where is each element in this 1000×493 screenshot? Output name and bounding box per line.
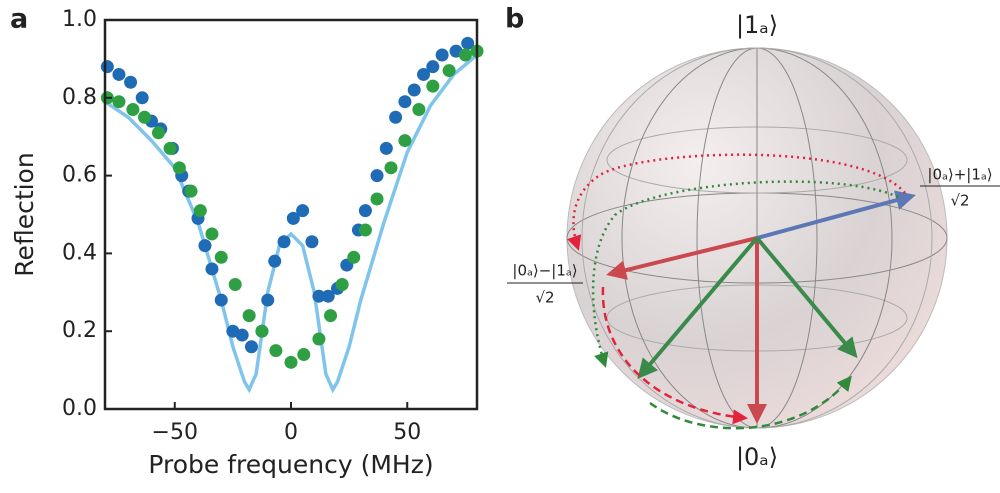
data-point xyxy=(358,223,372,237)
data-point xyxy=(458,48,472,62)
data-point xyxy=(184,184,198,198)
data-point xyxy=(193,204,207,218)
data-point xyxy=(268,254,282,268)
data-point xyxy=(296,204,310,218)
data-point xyxy=(370,192,384,206)
y-tick-label: 0.8 xyxy=(62,85,97,110)
data-point xyxy=(384,161,398,175)
data-point xyxy=(358,204,372,218)
data-point xyxy=(412,102,426,116)
x-tick-label: 50 xyxy=(393,420,421,445)
data-point xyxy=(244,340,258,354)
data-point xyxy=(151,126,165,140)
data-point xyxy=(100,60,114,74)
data-point xyxy=(228,278,242,292)
data-point xyxy=(261,293,275,307)
data-point xyxy=(389,110,403,124)
y-tick-label: 0.6 xyxy=(62,163,97,188)
data-point xyxy=(172,161,186,175)
y-tick-label: 1.0 xyxy=(62,7,97,32)
x-axis-label: Probe frequency (MHz) xyxy=(148,450,433,479)
data-point xyxy=(321,289,335,303)
ket-top: |1ₐ⟩ xyxy=(736,11,778,39)
panel-label: b xyxy=(505,4,524,35)
data-point xyxy=(235,328,249,342)
data-point xyxy=(198,239,212,253)
data-point xyxy=(312,332,326,346)
data-point xyxy=(370,169,384,183)
ket-bottom: |0ₐ⟩ xyxy=(736,443,778,471)
data-point xyxy=(407,83,421,97)
data-point xyxy=(398,95,412,109)
plus-numerator: |0ₐ⟩+|1ₐ⟩ xyxy=(927,166,992,184)
data-point xyxy=(297,348,311,362)
data-point xyxy=(138,110,152,124)
panel-a: a −50 0 50 0.0 0.2 0.4 0.6 0.8 1.0 Probe frequency… xyxy=(10,4,484,479)
data-point xyxy=(163,141,177,155)
y-axis-label: Reflection xyxy=(10,152,39,276)
data-point xyxy=(242,309,256,323)
data-point xyxy=(135,91,149,105)
panel-b: b |1ₐ⟩ |0ₐ⟩ |0ₐ⟩+|1ₐ⟩ √2 |0ₐ xyxy=(505,4,1000,471)
data-point xyxy=(426,79,440,93)
data-point xyxy=(324,309,338,323)
data-point xyxy=(379,141,393,155)
minus-numerator: |0ₐ⟩−|1ₐ⟩ xyxy=(512,262,577,280)
data-point xyxy=(112,67,126,81)
data-point xyxy=(312,289,326,303)
data-point xyxy=(269,344,283,358)
y-tick-label: 0.4 xyxy=(62,240,97,265)
data-point xyxy=(417,67,431,81)
data-point xyxy=(124,75,138,89)
data-point xyxy=(277,235,291,249)
y-tick-label: 0.2 xyxy=(62,318,97,343)
data-point xyxy=(461,36,475,50)
data-point xyxy=(126,102,140,116)
x-tick-label: −50 xyxy=(152,420,198,445)
data-point xyxy=(255,324,269,338)
data-point xyxy=(284,355,298,369)
state-vectors xyxy=(606,190,916,424)
plus-denominator: √2 xyxy=(950,192,969,210)
data-point xyxy=(305,235,319,249)
data-point xyxy=(347,250,361,264)
data-point xyxy=(286,211,300,225)
data-point xyxy=(398,134,412,148)
data-point xyxy=(335,278,349,292)
panel-label: a xyxy=(10,4,28,35)
data-point xyxy=(442,64,456,78)
trajectories xyxy=(566,153,906,430)
x-tick-label: 0 xyxy=(284,420,298,445)
data-point xyxy=(214,250,228,264)
y-tick-label: 0.0 xyxy=(62,396,97,421)
data-point xyxy=(426,60,440,74)
data-point xyxy=(435,48,449,62)
data-point xyxy=(205,262,219,276)
minus-denominator: √2 xyxy=(535,289,554,307)
data-point xyxy=(214,293,228,307)
data-point xyxy=(112,95,126,109)
data-point xyxy=(205,227,219,241)
